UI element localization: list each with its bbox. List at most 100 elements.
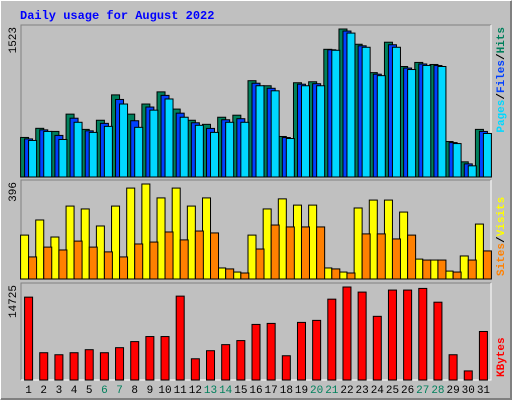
bar bbox=[39, 352, 49, 381]
bar bbox=[422, 64, 432, 178]
y-tick-label: 1523 bbox=[8, 27, 20, 53]
legend-entry: Hits bbox=[496, 27, 508, 53]
bar bbox=[24, 296, 34, 381]
x-tick-label: 19 bbox=[295, 385, 308, 397]
x-tick-label: 18 bbox=[280, 385, 293, 397]
bar bbox=[190, 358, 200, 381]
bar bbox=[467, 165, 477, 178]
bar bbox=[160, 336, 170, 381]
bar bbox=[179, 239, 189, 280]
bar bbox=[247, 234, 257, 280]
bar bbox=[266, 322, 276, 381]
bar bbox=[270, 224, 280, 280]
x-tick-label: 14 bbox=[219, 385, 233, 397]
bar bbox=[134, 243, 144, 280]
bar bbox=[69, 352, 79, 381]
bar bbox=[149, 241, 159, 280]
bar bbox=[285, 138, 295, 178]
bar bbox=[372, 315, 382, 381]
bar bbox=[130, 341, 140, 381]
bar bbox=[58, 249, 68, 280]
bar bbox=[255, 248, 265, 280]
bar bbox=[422, 259, 432, 280]
legend-entry: Sites bbox=[496, 243, 508, 276]
bar bbox=[236, 340, 246, 381]
bar bbox=[342, 286, 352, 381]
bar bbox=[43, 130, 53, 178]
x-tick-label: 3 bbox=[56, 385, 63, 397]
bar bbox=[206, 350, 216, 381]
legend-separator: / bbox=[496, 53, 508, 60]
bar bbox=[28, 139, 38, 178]
legend: Pages/Files/Hits bbox=[496, 27, 508, 133]
bar bbox=[179, 116, 189, 178]
bar bbox=[312, 319, 322, 381]
bar bbox=[387, 289, 397, 381]
bar bbox=[285, 226, 295, 280]
bar bbox=[28, 256, 38, 280]
x-tick-label: 2 bbox=[40, 385, 47, 397]
bar bbox=[225, 121, 235, 178]
x-tick-label: 24 bbox=[371, 385, 385, 397]
bar bbox=[255, 85, 265, 178]
legend-separator: / bbox=[496, 236, 508, 243]
x-tick-label: 7 bbox=[116, 385, 123, 397]
bar bbox=[58, 138, 68, 178]
bar bbox=[43, 246, 53, 280]
bar bbox=[327, 298, 337, 381]
bar bbox=[103, 251, 113, 280]
x-tick-label: 12 bbox=[189, 385, 202, 397]
bar bbox=[270, 90, 280, 178]
x-tick-label: 17 bbox=[265, 385, 278, 397]
bar bbox=[145, 336, 155, 381]
x-tick-label: 6 bbox=[101, 385, 108, 397]
bar bbox=[331, 49, 341, 178]
bar bbox=[331, 268, 341, 280]
bar bbox=[463, 370, 473, 381]
legend-entry: Visits bbox=[496, 197, 508, 237]
x-tick-label: 8 bbox=[131, 385, 138, 397]
bar bbox=[407, 234, 417, 280]
bar bbox=[376, 233, 386, 280]
x-tick-label: 28 bbox=[431, 385, 444, 397]
x-tick-label: 23 bbox=[356, 385, 369, 397]
bar bbox=[346, 272, 356, 280]
x-tick-label: 15 bbox=[234, 385, 247, 397]
bar bbox=[467, 259, 477, 280]
bar bbox=[20, 234, 30, 280]
bar bbox=[126, 187, 136, 280]
bar bbox=[316, 226, 326, 280]
bar bbox=[73, 240, 83, 280]
bar bbox=[103, 125, 113, 178]
panel-border bbox=[20, 24, 491, 177]
x-tick-label: 26 bbox=[401, 385, 414, 397]
bar bbox=[54, 354, 64, 381]
legend-entry: KBytes bbox=[496, 337, 508, 377]
bar bbox=[221, 344, 231, 381]
bar bbox=[149, 109, 159, 178]
legend: KBytes bbox=[496, 337, 508, 377]
bar bbox=[194, 124, 204, 178]
x-tick-label: 22 bbox=[340, 385, 353, 397]
bar bbox=[316, 85, 326, 178]
x-tick-label: 16 bbox=[249, 385, 262, 397]
bar bbox=[225, 268, 235, 280]
bar bbox=[403, 289, 413, 381]
bar bbox=[448, 354, 458, 381]
legend-separator: / bbox=[496, 93, 508, 100]
bar bbox=[482, 132, 492, 178]
bar bbox=[119, 256, 129, 280]
bar bbox=[210, 131, 220, 178]
bar bbox=[164, 98, 174, 178]
bar bbox=[361, 233, 371, 280]
legend: Sites/Visits bbox=[496, 197, 508, 276]
bar bbox=[391, 238, 401, 280]
bar bbox=[115, 347, 125, 381]
chart-title: Daily usage for August 2022 bbox=[20, 9, 214, 23]
x-tick-label: 31 bbox=[477, 385, 491, 397]
y-tick-label: 14725 bbox=[8, 285, 20, 318]
bar bbox=[452, 271, 462, 280]
bar bbox=[478, 330, 488, 381]
